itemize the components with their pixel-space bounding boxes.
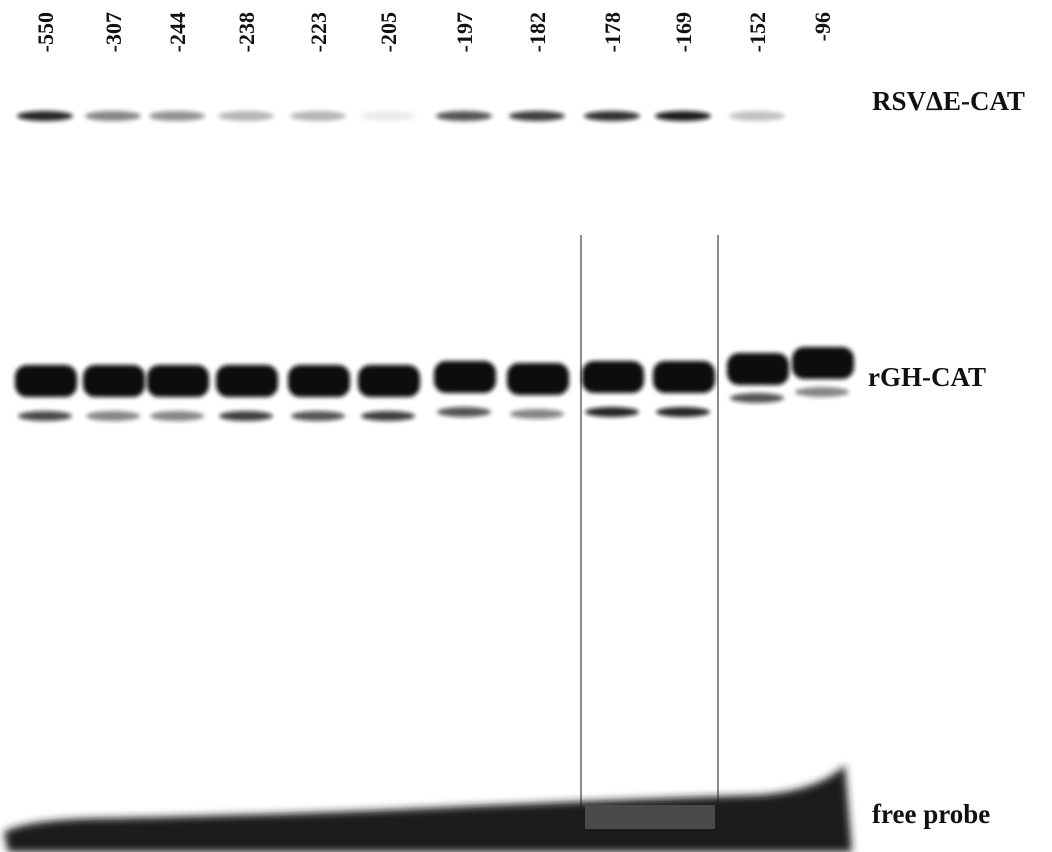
top-band xyxy=(509,111,565,121)
lower-band xyxy=(150,411,204,421)
lane-label: -169 xyxy=(671,12,696,52)
lower-band xyxy=(656,407,710,417)
rgh-band xyxy=(727,353,789,385)
rgh-band xyxy=(288,365,350,397)
lane-label: -178 xyxy=(600,12,625,52)
rgh-band xyxy=(83,365,145,397)
lane-label: -307 xyxy=(101,12,126,52)
lane-label: -238 xyxy=(234,12,259,52)
top-band xyxy=(218,111,274,121)
lane-label: -223 xyxy=(306,12,331,52)
lower-band xyxy=(18,411,72,421)
rgh-band xyxy=(216,365,278,397)
rgh-band xyxy=(358,365,420,397)
lower-band xyxy=(795,387,849,397)
lower-band xyxy=(585,407,639,417)
lane-label: -96 xyxy=(810,12,835,41)
lane-label: -182 xyxy=(525,12,550,52)
band-label: free probe xyxy=(872,799,990,829)
lower-band xyxy=(86,411,140,421)
free-probe-box-area xyxy=(585,805,715,829)
rgh-band xyxy=(653,361,715,393)
lower-band xyxy=(730,393,784,403)
rgh-band xyxy=(434,361,496,393)
lane-label: -197 xyxy=(452,12,477,52)
top-band xyxy=(149,111,205,121)
rgh-band xyxy=(792,347,854,379)
top-band xyxy=(360,111,416,121)
lower-band xyxy=(291,411,345,421)
top-band xyxy=(436,111,492,121)
band-label: rGH-CAT xyxy=(868,362,986,392)
rgh-band xyxy=(582,361,644,393)
lower-band xyxy=(361,411,415,421)
rgh-band xyxy=(147,365,209,397)
top-band xyxy=(85,111,141,121)
lane-label: -550 xyxy=(33,12,58,52)
band-label: RSVΔE-CAT xyxy=(872,86,1025,116)
rgh-band xyxy=(15,365,77,397)
rgh-band xyxy=(507,363,569,395)
lower-band xyxy=(437,407,491,417)
top-band xyxy=(17,111,73,121)
top-band xyxy=(655,111,711,121)
lane-label: -205 xyxy=(376,12,401,52)
lower-band xyxy=(219,411,273,421)
top-band xyxy=(290,111,346,121)
top-band xyxy=(729,111,785,121)
lane-label: -152 xyxy=(745,12,770,52)
top-band xyxy=(584,111,640,121)
free-probe-band xyxy=(4,765,852,852)
lower-band xyxy=(510,409,564,419)
lane-label: -244 xyxy=(165,12,190,52)
